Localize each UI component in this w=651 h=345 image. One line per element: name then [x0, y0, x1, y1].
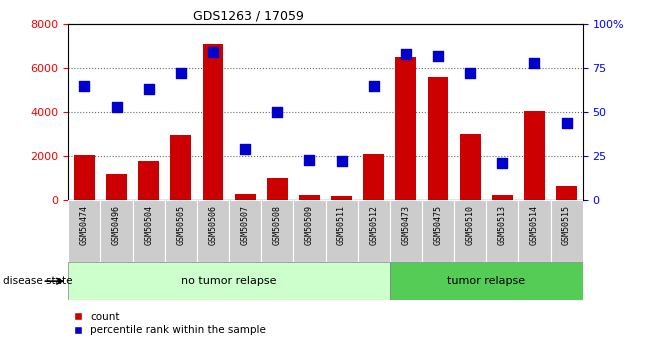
- Point: [240, 146, 251, 152]
- Point: [433, 53, 443, 59]
- Bar: [68, 200, 100, 262]
- Point: [79, 83, 90, 89]
- Bar: [460, 134, 480, 200]
- Bar: [492, 195, 513, 200]
- Bar: [551, 200, 583, 262]
- Text: GSM50506: GSM50506: [208, 205, 217, 245]
- Text: GSM50474: GSM50474: [80, 205, 89, 245]
- Text: tumor relapse: tumor relapse: [447, 276, 525, 286]
- Text: GSM50510: GSM50510: [465, 205, 475, 245]
- Bar: [357, 200, 390, 262]
- Point: [272, 109, 283, 115]
- Bar: [556, 186, 577, 200]
- Bar: [363, 154, 384, 200]
- Bar: [171, 135, 191, 200]
- Bar: [74, 155, 95, 200]
- Bar: [331, 196, 352, 200]
- Bar: [133, 200, 165, 262]
- Point: [497, 160, 508, 166]
- Legend: count, percentile rank within the sample: count, percentile rank within the sample: [74, 312, 266, 335]
- Bar: [454, 200, 486, 262]
- Point: [465, 71, 475, 76]
- Bar: [299, 195, 320, 200]
- Text: GSM50508: GSM50508: [273, 205, 282, 245]
- Bar: [390, 262, 583, 300]
- Bar: [138, 160, 159, 200]
- Point: [400, 51, 411, 57]
- Text: GSM50509: GSM50509: [305, 205, 314, 245]
- Bar: [395, 57, 416, 200]
- Bar: [235, 194, 256, 200]
- Bar: [390, 200, 422, 262]
- Text: GSM50512: GSM50512: [369, 205, 378, 245]
- Bar: [326, 200, 357, 262]
- Bar: [202, 44, 223, 200]
- Point: [529, 60, 540, 66]
- Text: GSM50496: GSM50496: [112, 205, 121, 245]
- Bar: [486, 200, 518, 262]
- Bar: [106, 174, 127, 200]
- Point: [143, 87, 154, 92]
- Title: GDS1263 / 17059: GDS1263 / 17059: [193, 10, 304, 23]
- Text: GSM50514: GSM50514: [530, 205, 539, 245]
- Bar: [524, 111, 545, 200]
- Point: [304, 157, 314, 162]
- Text: GSM50473: GSM50473: [402, 205, 410, 245]
- Point: [176, 71, 186, 76]
- Point: [111, 104, 122, 110]
- Bar: [68, 262, 390, 300]
- Bar: [261, 200, 294, 262]
- Bar: [428, 77, 449, 200]
- Point: [208, 50, 218, 55]
- Text: GSM50515: GSM50515: [562, 205, 571, 245]
- Bar: [229, 200, 261, 262]
- Text: GSM50504: GSM50504: [145, 205, 153, 245]
- Bar: [100, 200, 133, 262]
- Text: GSM50513: GSM50513: [498, 205, 506, 245]
- Bar: [518, 200, 551, 262]
- Text: disease state: disease state: [3, 276, 73, 286]
- Bar: [422, 200, 454, 262]
- Text: GSM50507: GSM50507: [241, 205, 249, 245]
- Bar: [197, 200, 229, 262]
- Point: [561, 120, 572, 126]
- Point: [337, 159, 347, 164]
- Bar: [294, 200, 326, 262]
- Bar: [267, 178, 288, 200]
- Text: GSM50475: GSM50475: [434, 205, 443, 245]
- Bar: [165, 200, 197, 262]
- Text: GSM50505: GSM50505: [176, 205, 186, 245]
- Text: GSM50511: GSM50511: [337, 205, 346, 245]
- Text: no tumor relapse: no tumor relapse: [182, 276, 277, 286]
- Point: [368, 83, 379, 89]
